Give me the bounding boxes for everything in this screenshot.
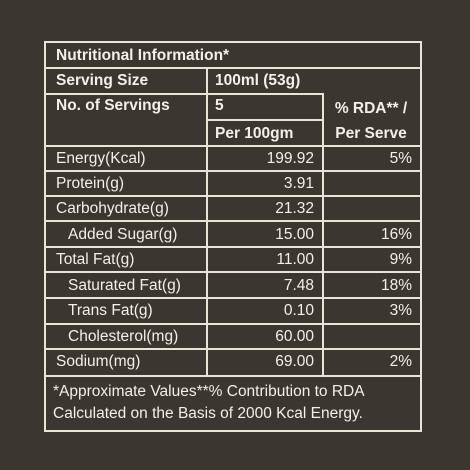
divider: [46, 145, 420, 147]
nutrient-rda: 3%: [389, 302, 412, 319]
nutrient-rda: 5%: [389, 150, 412, 167]
nutrient-label: Energy(Kcal): [56, 150, 146, 167]
nutrient-value: 60.00: [275, 328, 314, 345]
nutrient-label: Carbohydrate(g): [56, 200, 169, 217]
nutrient-rda: 16%: [380, 226, 412, 243]
footnote-line2: Calculated on the Basis of 2000 Kcal Ene…: [53, 405, 363, 422]
servings-value: 5: [215, 97, 224, 114]
divider: [46, 323, 420, 325]
nutrient-value: 11.00: [276, 251, 314, 268]
rda-header-line1: % RDA** /: [334, 100, 408, 117]
nutrient-value: 15.00: [275, 226, 314, 243]
footnote-line1: *Approximate Values**% Contribution to R…: [53, 383, 365, 400]
nutrient-label: Protein(g): [56, 175, 125, 192]
nutrient-value: 3.91: [283, 175, 314, 192]
nutrient-value: 7.48: [283, 277, 314, 294]
nutrient-rda: 9%: [389, 251, 412, 268]
divider: [46, 220, 420, 222]
per100-header: Per 100gm: [215, 125, 294, 142]
nutrient-label: Sodium(mg): [56, 353, 141, 370]
serving-size-value: 100ml (53g): [215, 72, 301, 89]
divider: [46, 195, 420, 197]
column-divider: [322, 93, 324, 376]
nutrient-value: 199.92: [266, 150, 314, 167]
serving-size-label: Serving Size: [56, 72, 149, 89]
divider: [46, 246, 420, 248]
rda-header-line2: Per Serve: [335, 125, 407, 142]
divider: [46, 375, 420, 377]
nutrient-label: Total Fat(g): [56, 251, 135, 268]
divider: [206, 119, 322, 121]
divider: [46, 271, 420, 273]
divider: [46, 297, 420, 299]
nutrient-rda: 18%: [380, 277, 412, 294]
nutrient-label: Cholesterol(mg): [68, 328, 179, 345]
panel-title: Nutritional Information*: [56, 47, 230, 64]
divider: [46, 93, 322, 95]
divider: [46, 348, 420, 350]
servings-label: No. of Servings: [56, 97, 170, 114]
nutrition-panel: Nutritional Information* Serving Size 10…: [44, 41, 422, 432]
divider: [46, 170, 420, 172]
nutrient-value: 21.32: [275, 200, 314, 217]
nutrient-value: 69.00: [275, 353, 314, 370]
nutrient-rda: 2%: [389, 353, 412, 370]
divider: [46, 67, 420, 69]
column-divider: [206, 67, 208, 376]
nutrient-label: Added Sugar(g): [68, 226, 178, 243]
nutrient-value: 0.10: [283, 302, 314, 319]
nutrient-label: Trans Fat(g): [68, 302, 153, 319]
nutrient-label: Saturated Fat(g): [68, 277, 181, 294]
